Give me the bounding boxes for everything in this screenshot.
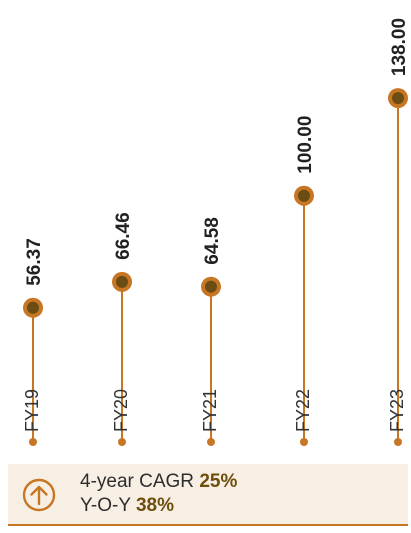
marker-center-FY23	[392, 92, 404, 105]
base-dot-FY22	[300, 438, 308, 446]
arrow-up-circle-icon	[22, 478, 56, 512]
data-label-FY19: 56.37	[24, 238, 45, 286]
data-label-FY21: 64.58	[202, 217, 223, 265]
data-label-FY22: 100.00	[295, 116, 316, 174]
data-label-FY20: 66.46	[113, 212, 134, 260]
base-dot-FY20	[118, 438, 126, 446]
base-dot-FY19	[29, 438, 37, 446]
summary-footer: 4-year CAGR 25% Y-O-Y 38%	[8, 464, 408, 526]
summary-text: 4-year CAGR 25% Y-O-Y 38%	[80, 470, 237, 518]
yoy-label: Y-O-Y	[80, 495, 131, 516]
marker-center-FY20	[116, 275, 128, 288]
cagr-value: 25%	[199, 471, 238, 492]
cagr-line: 4-year CAGR 25%	[80, 470, 237, 494]
tick-label-FY21: FY21	[200, 389, 220, 432]
lollipop-chart: FY19 56.37 FY20 66.46 FY21 64.58 FY22 100.00 FY2…	[22, 18, 410, 446]
marker-center-FY19	[27, 301, 39, 314]
tick-label-FY20: FY20	[111, 389, 131, 432]
base-dot-FY23	[394, 438, 402, 446]
base-dot-FY21	[207, 438, 215, 446]
tick-label-FY19: FY19	[22, 389, 42, 432]
tick-label-FY22: FY22	[293, 389, 313, 432]
marker-center-FY21	[205, 280, 217, 293]
data-label-FY23: 138.00	[389, 18, 410, 76]
cagr-label: 4-year CAGR	[80, 471, 195, 492]
yoy-line: Y-O-Y 38%	[80, 494, 237, 518]
tick-label-FY23: FY23	[387, 389, 407, 432]
marker-center-FY22	[298, 189, 310, 202]
yoy-value: 38%	[135, 495, 175, 516]
